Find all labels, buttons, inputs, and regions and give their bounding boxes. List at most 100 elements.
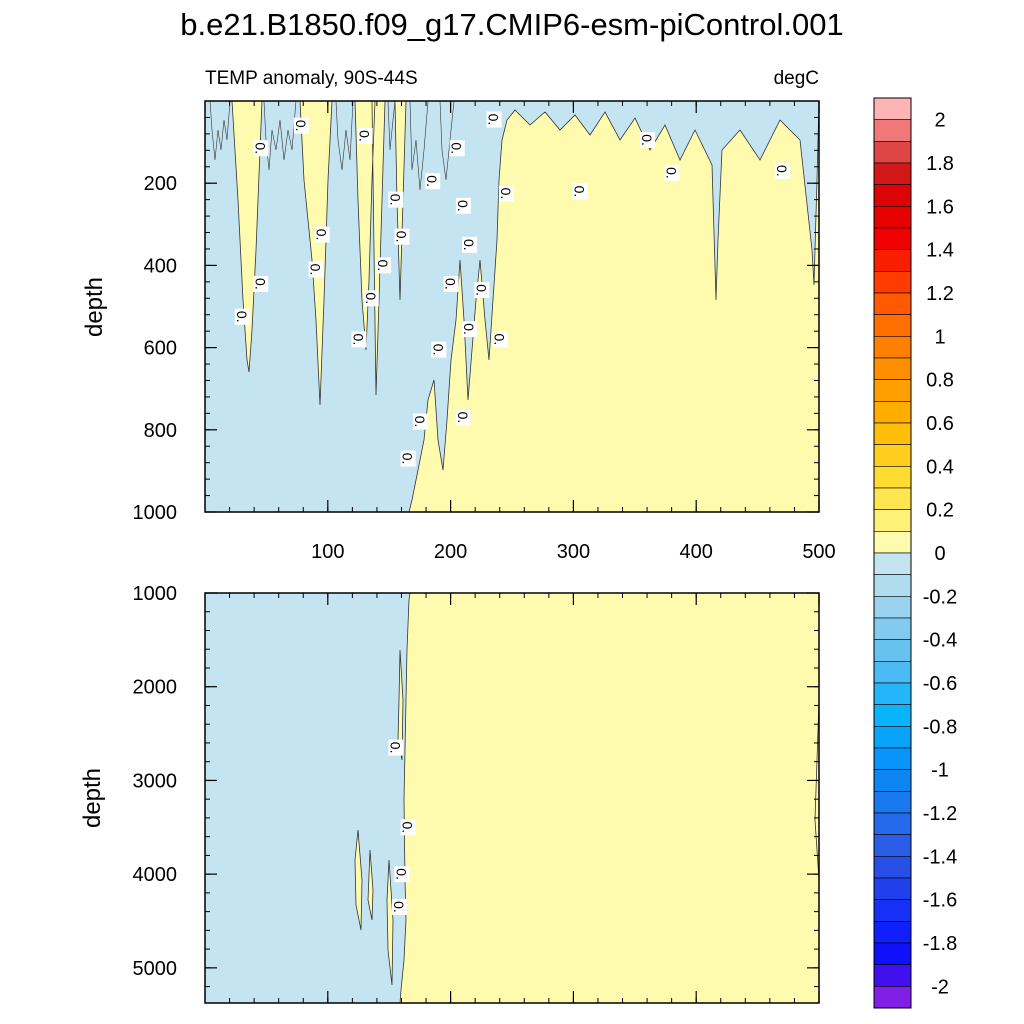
chart-title: b.e21.B1850.f09_g17.CMIP6-esm-piControl.… [180, 7, 843, 42]
y-tick-label: 600 [144, 338, 177, 360]
contour-label: 0. [412, 413, 428, 430]
contour-label-text: 0. [308, 264, 324, 276]
contour-label-text: 0. [400, 821, 416, 833]
contour-label-text: 0. [400, 453, 416, 465]
contour-line-detail [209, 101, 455, 191]
colorbar-swatch [873, 379, 912, 402]
contour-label-text: 0. [412, 416, 428, 428]
colorbar-label: -2 [931, 976, 949, 998]
y-tick-label: 1000 [133, 583, 178, 605]
colorbar-swatch [873, 617, 912, 640]
colorbar-labels: 2 1.8 1.6 1.4 1.2 1 0.8 0.6 0.4 0.2 0 -0.2 -0.4 -0.6 -… [923, 110, 957, 999]
subtitle-left: TEMP anomaly, 90S-44S [205, 68, 418, 89]
colorbar-swatch [873, 271, 912, 294]
contour-label-text: 0. [461, 239, 477, 251]
colorbar-swatch [873, 747, 912, 770]
colorbar-swatch [873, 141, 912, 164]
colorbar-label: -1.6 [923, 890, 957, 912]
positive-anomaly-region [399, 593, 819, 1003]
contour-label: 0. [357, 127, 373, 144]
colorbar-swatch [873, 574, 912, 597]
contour-label-text: 0. [455, 200, 471, 212]
contour-label-text: 0. [461, 323, 477, 335]
colorbar-swatch [873, 899, 912, 922]
lower-y-axis-label: depth [79, 768, 106, 828]
subtitle-units: degC [774, 68, 819, 89]
colorbar-swatch [873, 812, 912, 835]
colorbar-label: 2 [934, 110, 945, 132]
contour-label-text: 0. [473, 284, 489, 296]
contour-label: 0. [400, 819, 416, 836]
colorbar-label: 1.2 [926, 283, 954, 305]
y-tick-label: 5000 [133, 958, 178, 980]
colorbar-label: 1.4 [926, 240, 954, 262]
colorbar-swatch [873, 97, 912, 120]
colorbar [873, 97, 912, 1009]
contour-label-text: 0. [498, 188, 514, 200]
contour-label-text: 0. [293, 120, 309, 132]
colorbar-label: -0.6 [923, 673, 957, 695]
colorbar-swatch [873, 314, 912, 337]
colorbar-swatch [873, 986, 912, 1009]
contour-label: 0. [363, 290, 379, 307]
contour-label-text: 0. [393, 868, 409, 880]
colorbar-label: -0.4 [923, 630, 957, 652]
colorbar-swatch [873, 942, 912, 965]
x-tick-label: 100 [311, 541, 344, 563]
contour-label-text: 0. [424, 175, 440, 187]
contour-label: 0. [473, 282, 490, 299]
x-tick-label: 300 [557, 541, 590, 563]
colorbar-swatch [873, 834, 912, 857]
contour-label: 0. [293, 117, 309, 134]
colorbar-label: 1.6 [926, 196, 954, 218]
lower-panel: 1000 2000 3000 4000 5000 0. 0. 0. 0. depth [79, 583, 820, 1004]
contour-label: 0. [393, 228, 410, 245]
colorbar-label: 0.6 [926, 413, 954, 435]
contour-label-text: 0. [639, 134, 655, 146]
colorbar-swatch [873, 726, 912, 749]
contour-label: 0. [234, 308, 250, 325]
colorbar-swatch [873, 856, 912, 879]
contour-label: 0. [314, 226, 330, 243]
colorbar-label: 0 [934, 543, 945, 565]
colorbar-swatch [873, 487, 912, 510]
colorbar-swatch [873, 682, 912, 705]
contour-label-text: 0. [443, 278, 459, 290]
y-tick-label: 4000 [133, 864, 178, 886]
y-tick-label: 1000 [133, 502, 178, 524]
contour-label-text: 0. [774, 165, 790, 177]
contour-label-text: 0. [387, 194, 403, 206]
contour-label: 0. [424, 173, 441, 190]
positive-anomaly-region [408, 101, 819, 512]
colorbar-swatch [873, 119, 912, 142]
contour-label: 0. [391, 898, 408, 915]
colorbar-swatch [873, 596, 912, 619]
contour-label-text: 0. [449, 142, 465, 154]
colorbar-label: 0.2 [926, 500, 954, 522]
contour-label-text: 0. [572, 186, 588, 198]
x-tick-label: 500 [802, 541, 835, 563]
colorbar-label: -1.2 [923, 803, 957, 825]
y-tick-label: 3000 [133, 770, 178, 792]
contour-label-text: 0. [252, 142, 268, 154]
contour-label: 0. [572, 183, 588, 200]
contour-label-text: 0. [314, 229, 330, 241]
contour-label-text: 0. [664, 167, 680, 179]
y-tick-label: 200 [144, 173, 177, 195]
contour-label: 0. [486, 111, 502, 128]
colorbar-swatch [873, 661, 912, 684]
colorbar-swatch [873, 552, 912, 575]
colorbar-label: 0.4 [926, 456, 954, 478]
colorbar-swatch [873, 444, 912, 467]
contour-label: 0. [351, 331, 367, 348]
colorbar-label: 0.8 [926, 370, 954, 392]
upper-y-axis-label: depth [81, 277, 108, 337]
contour-label-text: 0. [387, 742, 403, 754]
y-tick-label: 800 [144, 420, 177, 442]
contour-label-text: 0. [375, 260, 391, 272]
colorbar-swatch [873, 422, 912, 445]
colorbar-label: -1.8 [923, 933, 957, 955]
contour-label: 0. [774, 162, 791, 179]
colorbar-swatch [873, 531, 912, 554]
